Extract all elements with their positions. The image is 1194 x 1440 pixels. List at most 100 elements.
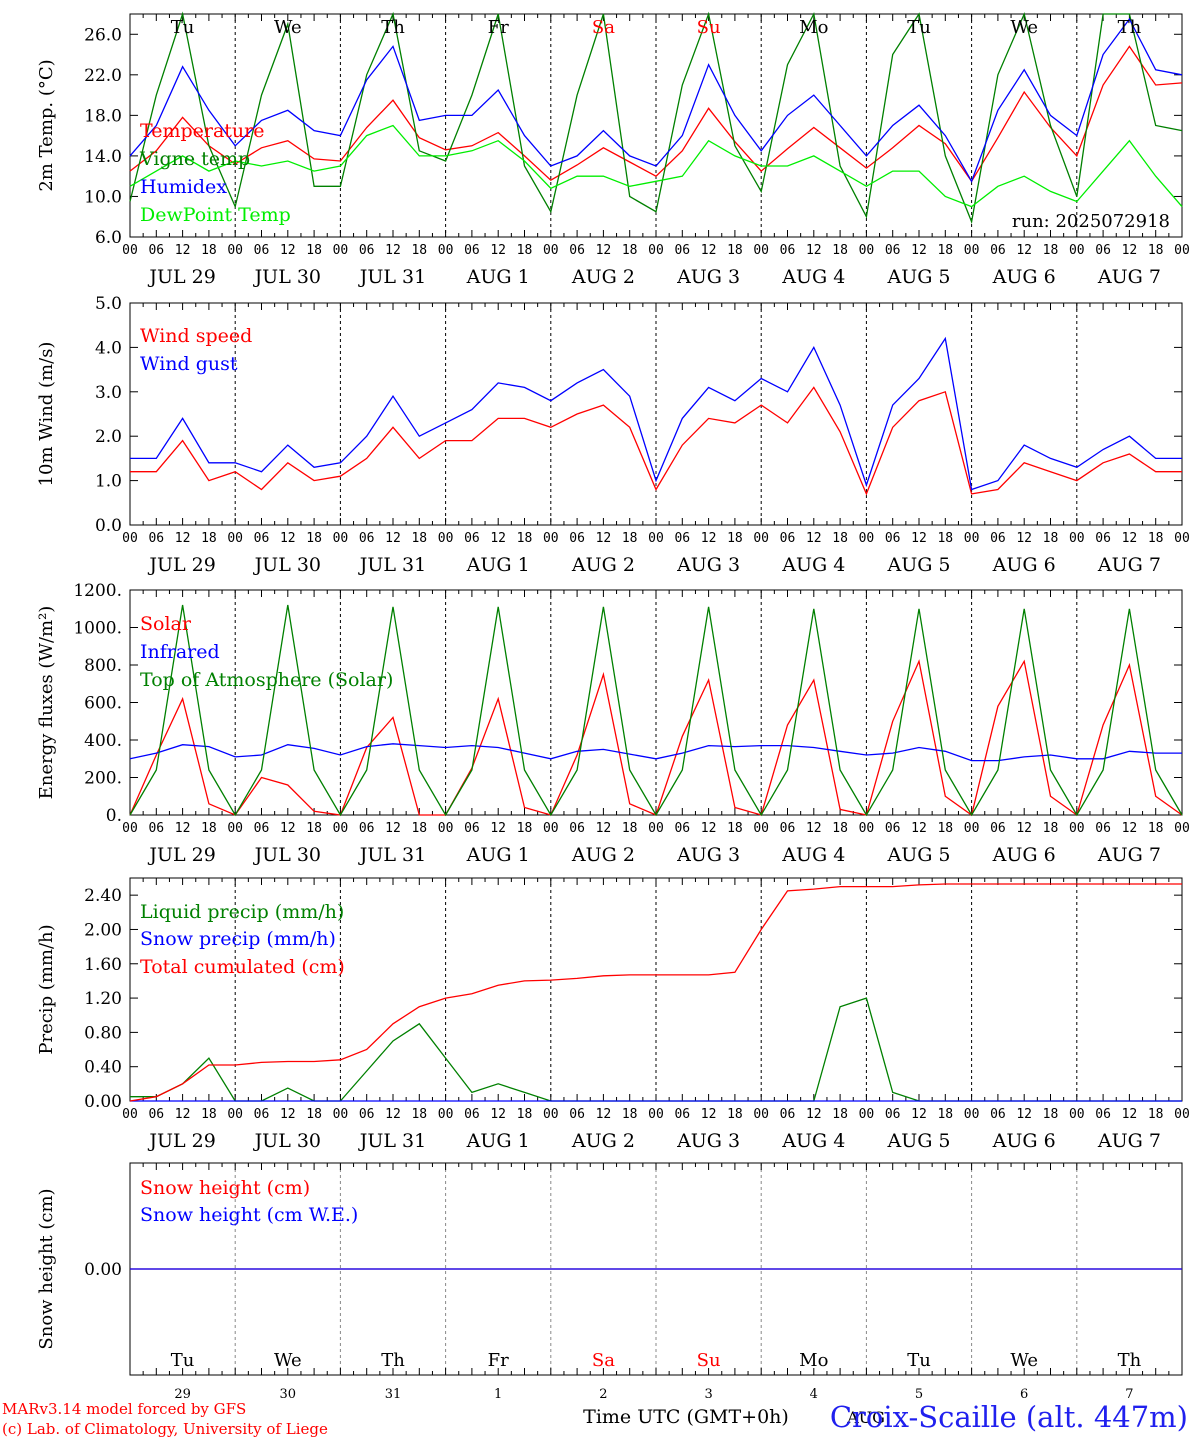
temp-hour-label: 06 [254,243,270,258]
wind-hour-label: 18 [517,531,533,546]
precip-hour-label: 18 [832,1107,848,1122]
precip-hour-label: 00 [438,1107,454,1122]
temp-series-1-line [129,11,1183,225]
wind-hour-label: 00 [753,531,769,546]
precip-y-tick-label: 0.80 [84,1023,122,1043]
precip-hour-label: 00 [648,1107,664,1122]
weekday-label-top: We [274,17,302,38]
temp-series-3-line [129,124,1183,208]
energy-hour-label: 12 [911,821,927,836]
precip-hour-label: 00 [859,1107,875,1122]
energy-hour-label: 00 [964,821,980,836]
precip-hour-label: 18 [517,1107,533,1122]
temp-hour-label: 12 [175,243,191,258]
wind-hour-label: 12 [1122,531,1138,546]
temp-hour-label: 00 [1069,243,1085,258]
temp-date-label: JUL 31 [358,266,426,288]
temp-hour-label: 18 [201,243,217,258]
precip-y-tick-label: 1.20 [84,989,122,1009]
energy-hour-label: 06 [885,821,901,836]
energy-hour-label: 18 [832,821,848,836]
snow-y-axis-label: Snow height (cm) [36,1188,57,1349]
energy-hour-label: 00 [333,821,349,836]
weekday-label-bottom: We [1010,1350,1038,1371]
day-number-label: 4 [810,1387,818,1402]
energy-series-2-line [129,604,1183,817]
wind-hour-label: 06 [148,531,164,546]
precip-hour-label: 06 [674,1107,690,1122]
temp-hour-label: 00 [122,243,138,258]
temp-hour-label: 00 [543,243,559,258]
location-title: Croix-Scaille (alt. 447m) [829,1400,1188,1434]
temp-hour-label: 18 [1148,243,1164,258]
energy-hour-label: 12 [1122,821,1138,836]
wind-hour-label: 06 [464,531,480,546]
wind-legend-0: Wind speed [140,325,252,347]
precip-hour-label: 18 [727,1107,743,1122]
temp-hour-label: 18 [832,243,848,258]
precip-hour-label: 18 [937,1107,953,1122]
precip-hour-label: 00 [122,1107,138,1122]
precip-hour-label: 06 [148,1107,164,1122]
precip-y-tick-label: 1.60 [84,955,122,975]
precip-date-label: AUG 5 [886,1130,950,1152]
precip-hour-label: 06 [569,1107,585,1122]
precip-hour-label: 00 [1174,1107,1190,1122]
precip-date-label: AUG 7 [1097,1130,1161,1152]
temp-legend-0: Temperature [140,120,264,142]
temp-hour-label: 06 [885,243,901,258]
energy-hour-label: 06 [1095,821,1111,836]
energy-y-tick-label: 800. [84,656,122,676]
weekday-label-top: Mo [799,17,828,38]
temp-hour-label: 18 [306,243,322,258]
precip-hour-label: 18 [1043,1107,1059,1122]
precip-hour-label: 06 [990,1107,1006,1122]
temp-hour-label: 06 [569,243,585,258]
wind-hour-label: 00 [122,531,138,546]
wind-hour-label: 00 [648,531,664,546]
wind-hour-label: 18 [411,531,427,546]
precip-hour-label: 06 [885,1107,901,1122]
temp-y-tick-label: 26.0 [84,25,122,45]
wind-series-0-line [130,386,1182,496]
precip-hour-label: 12 [280,1107,296,1122]
precip-hour-label: 06 [1095,1107,1111,1122]
wind-hour-label: 00 [964,531,980,546]
energy-hour-label: 12 [1016,821,1032,836]
precip-y-axis-label: Precip (mm/h) [36,924,57,1054]
day-number-label: 3 [704,1387,712,1402]
temp-y-tick-label: 10.0 [84,187,122,207]
energy-hour-label: 18 [517,821,533,836]
temp-hour-label: 18 [727,243,743,258]
temp-date-label: JUL 29 [147,266,215,288]
wind-hour-label: 00 [859,531,875,546]
energy-hour-label: 06 [990,821,1006,836]
weekday-label-top: Th [381,17,405,38]
energy-hour-label: 06 [569,821,585,836]
precip-hour-label: 12 [385,1107,401,1122]
wind-hour-label: 00 [333,531,349,546]
energy-date-label: AUG 4 [781,844,845,866]
wind-y-tick-label: 0.0 [95,516,122,536]
precip-date-label: AUG 2 [571,1130,635,1152]
energy-hour-label: 06 [359,821,375,836]
wind-y-tick-label: 5.0 [95,294,122,314]
day-number-label: 31 [385,1387,402,1402]
wind-date-label: AUG 6 [992,554,1056,576]
temp-hour-label: 06 [990,243,1006,258]
wind-y-tick-label: 1.0 [95,472,122,492]
energy-hour-label: 06 [148,821,164,836]
precip-hour-label: 12 [911,1107,927,1122]
precip-hour-label: 00 [964,1107,980,1122]
wind-hour-label: 12 [280,531,296,546]
wind-hour-label: 18 [306,531,322,546]
wind-hour-label: 12 [806,531,822,546]
wind-series-1-line [130,336,1182,491]
energy-hour-label: 12 [385,821,401,836]
precip-y-tick-label: 0.00 [84,1092,122,1112]
precip-legend-2: Total cumulated (cm) [140,956,345,978]
temp-hour-label: 00 [859,243,875,258]
wind-hour-label: 18 [201,531,217,546]
wind-legend-1: Wind gust [140,353,238,375]
precip-hour-label: 12 [596,1107,612,1122]
